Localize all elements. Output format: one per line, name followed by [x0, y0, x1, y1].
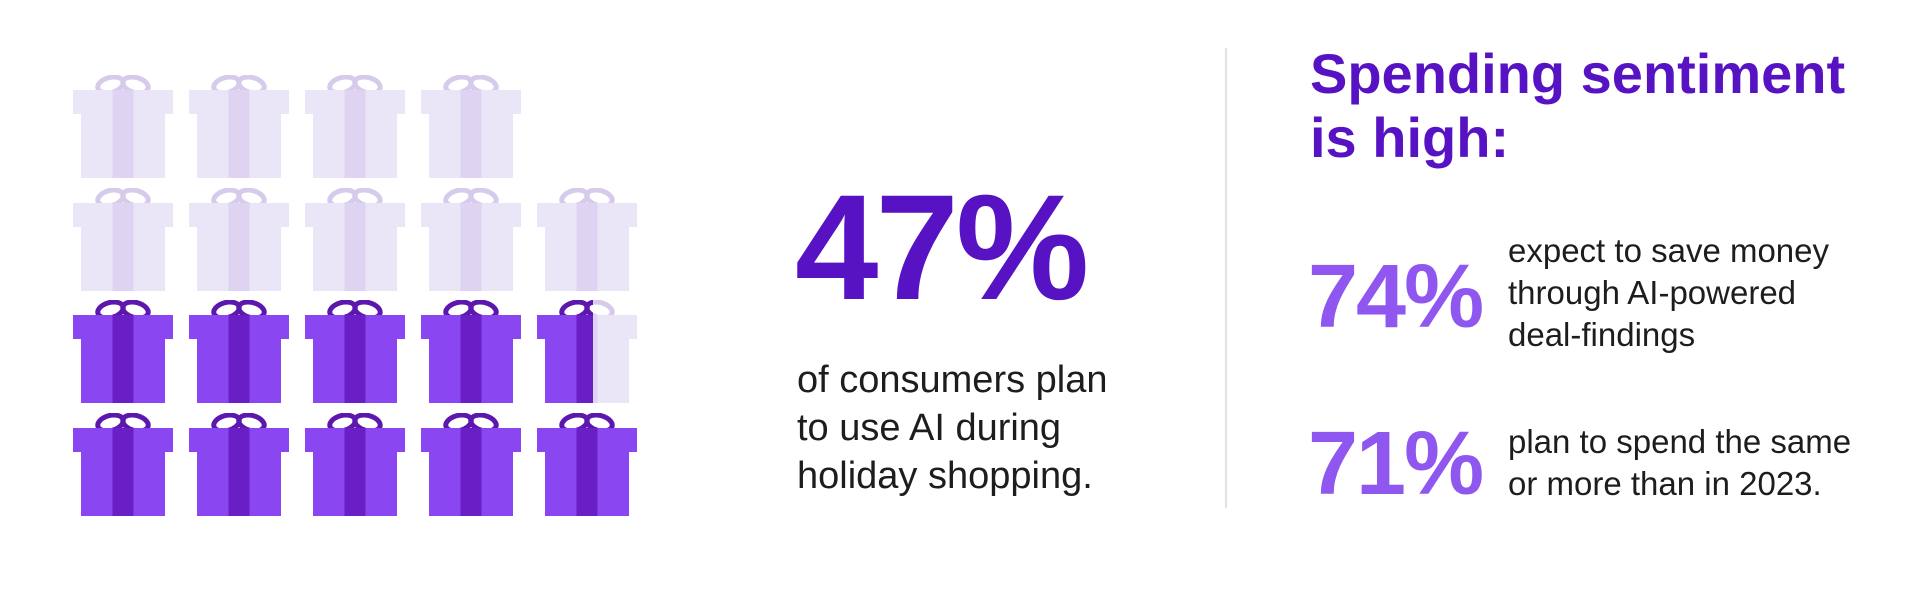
- gift-icon: [73, 413, 173, 516]
- gift-icon: [305, 413, 405, 516]
- gift-icon: [305, 188, 405, 291]
- main-stat-value: 47%: [795, 163, 1089, 331]
- gift-icon: [73, 75, 173, 178]
- gift-icon: [73, 300, 173, 403]
- stat-value-71: 71%: [1308, 414, 1484, 514]
- gift-icon: [189, 188, 289, 291]
- gift-icon: [305, 75, 405, 178]
- stat-caption-74: expect to save money through AI-powered …: [1508, 232, 1830, 353]
- stat-caption-71: plan to spend the same or more than in 2…: [1508, 423, 1852, 502]
- gift-icon: [189, 300, 289, 403]
- gift-icon: [537, 300, 637, 403]
- gift-icon: [189, 413, 289, 516]
- gift-icon: [189, 75, 289, 178]
- gift-icon: [421, 413, 521, 516]
- gift-icon: [421, 188, 521, 291]
- main-stat-caption: of consumers plan to use AI during holid…: [797, 359, 1108, 497]
- gift-icon: [537, 413, 637, 516]
- right-panel-heading: Spending sentiment is high:: [1310, 42, 1846, 169]
- gift-icon: [305, 300, 405, 403]
- gift-icon: [421, 75, 521, 178]
- stat-value-74: 74%: [1308, 247, 1484, 347]
- gift-icon: [421, 300, 521, 403]
- gift-icon: [73, 188, 173, 291]
- gift-icon: [537, 188, 637, 291]
- vertical-divider: [1225, 48, 1227, 508]
- gift-pictograph: [73, 75, 713, 520]
